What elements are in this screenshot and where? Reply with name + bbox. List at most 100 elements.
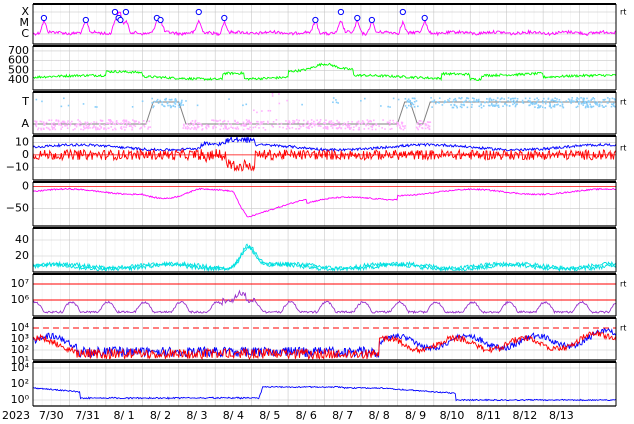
direction-point-toward <box>584 106 587 109</box>
direction-point-toward <box>462 101 465 103</box>
direction-point-toward <box>478 105 481 108</box>
direction-point-away <box>60 124 63 126</box>
direction-point-away <box>342 124 344 126</box>
high-energy-line <box>32 385 617 402</box>
direction-point-away <box>61 126 64 128</box>
direction-point-away <box>348 126 351 129</box>
direction-point-toward <box>411 97 414 100</box>
direction-point-away <box>292 119 294 122</box>
direction-point-toward <box>60 105 63 108</box>
direction-point-toward <box>455 105 458 108</box>
direction-point-away <box>343 122 346 125</box>
direction-point-away <box>60 128 63 130</box>
direction-point-away <box>110 120 112 122</box>
direction-point-away <box>237 122 239 124</box>
direction-point-away <box>74 124 76 127</box>
flare-marker <box>399 8 406 16</box>
direction-point-toward <box>454 97 457 100</box>
direction-point-toward <box>444 100 446 102</box>
dst-line <box>32 187 617 218</box>
direction-point-away <box>103 127 106 130</box>
direction-point-toward <box>178 106 181 109</box>
direction-point-toward <box>438 97 441 99</box>
direction-point-away <box>421 121 424 124</box>
direction-point-away <box>112 128 114 131</box>
direction-point-toward <box>433 99 436 101</box>
direction-point-toward <box>245 103 248 106</box>
direction-tick-a: A <box>21 117 29 130</box>
direction-point-toward <box>516 97 519 100</box>
direction-point-away <box>130 125 133 127</box>
direction-point-toward <box>466 97 469 99</box>
direction-point-away <box>387 121 390 124</box>
direction-point-away <box>129 122 131 125</box>
direction-point-toward <box>524 97 527 100</box>
wind-speed-tick: 600 <box>8 54 29 67</box>
direction-point-away <box>97 127 99 130</box>
direction-point-away <box>122 119 125 122</box>
direction-point-toward <box>608 98 611 100</box>
direction-point-away <box>79 124 82 127</box>
direction-point-away <box>305 126 308 129</box>
direction-point-away <box>355 125 357 127</box>
direction-point-toward <box>500 97 503 100</box>
series-layer <box>32 8 617 402</box>
direction-point-toward <box>405 106 408 109</box>
direction-point-away <box>196 122 199 124</box>
direction-point-toward <box>555 100 558 103</box>
direction-point-toward <box>494 105 496 108</box>
direction-point-toward <box>360 99 362 102</box>
direction-point-toward <box>412 103 415 106</box>
direction-point-away <box>62 120 65 123</box>
direction-point-away <box>148 120 151 123</box>
direction-point-toward <box>407 98 410 101</box>
direction-point-toward <box>411 103 414 105</box>
direction-point-away <box>188 124 191 126</box>
direction-point-toward <box>489 97 491 100</box>
direction-point-away <box>132 119 134 121</box>
direction-point-toward <box>165 97 167 100</box>
direction-point-away <box>261 121 263 123</box>
direction-point-away <box>118 123 120 125</box>
direction-point-away <box>131 128 133 131</box>
direction-point-toward <box>82 103 85 105</box>
xray-flux-line <box>32 10 617 37</box>
direction-point-toward <box>594 102 596 104</box>
direction-point-away <box>227 120 230 123</box>
direction-point-toward <box>580 102 583 105</box>
direction-point-toward <box>332 97 335 99</box>
direction-point-away <box>404 125 406 127</box>
direction-point-away <box>319 120 321 123</box>
direction-point-away <box>72 128 75 131</box>
bt-line <box>32 135 617 152</box>
wind-speed-line <box>32 62 617 82</box>
direction-point-toward <box>583 97 586 100</box>
direction-point-toward <box>536 100 539 103</box>
direction-point-toward <box>407 104 410 107</box>
direction-point-toward <box>611 103 613 105</box>
direction-point-away <box>98 122 101 125</box>
direction-point-toward <box>512 103 514 106</box>
direction-point-toward <box>387 105 389 108</box>
direction-point-toward <box>572 100 575 102</box>
direction-point-away <box>195 128 198 131</box>
direction-point-toward <box>565 100 568 102</box>
direction-point-toward <box>168 98 171 101</box>
direction-point-away <box>92 126 95 128</box>
direction-point-toward <box>185 100 187 102</box>
direction-point-toward <box>512 99 515 102</box>
direction-point-toward <box>458 97 460 99</box>
direction-point-toward <box>153 105 155 107</box>
direction-point-away <box>116 122 119 125</box>
direction-point-away <box>79 124 81 127</box>
direction-point-toward <box>586 97 588 100</box>
direction-point-away <box>186 125 189 128</box>
direction-point-toward <box>496 104 499 107</box>
direction-point-away <box>77 119 79 121</box>
direction-point-away <box>417 121 420 124</box>
direction-point-away <box>235 122 238 124</box>
direction-point-away <box>234 119 236 122</box>
direction-point-toward <box>516 103 518 105</box>
direction-point-away <box>353 126 355 129</box>
direction-point-away <box>244 125 247 127</box>
